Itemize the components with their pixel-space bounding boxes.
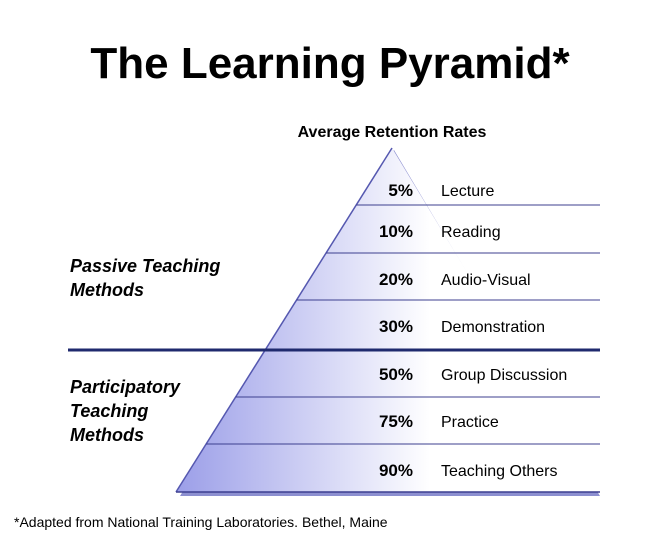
teaching-method-label: Audio-Visual [441, 272, 531, 289]
retention-percent: 10% [379, 222, 413, 241]
retention-percent: 90% [379, 461, 413, 480]
retention-percent: 20% [379, 270, 413, 289]
teaching-method-label: Demonstration [441, 319, 545, 336]
pyramid-left-edge [175, 147, 393, 493]
footnote: *Adapted from National Training Laborato… [14, 514, 388, 530]
teaching-method-label: Practice [441, 414, 499, 431]
retention-percent: 30% [379, 317, 413, 336]
teaching-method-label: Reading [441, 224, 501, 241]
teaching-method-label: Lecture [441, 183, 494, 200]
retention-rates-heading: Average Retention Rates [297, 124, 487, 141]
retention-percent: 5% [388, 181, 413, 200]
retention-percent: 75% [379, 412, 413, 431]
retention-percent: 50% [379, 365, 413, 384]
participatory-methods-label: Participatory Teaching Methods [70, 377, 181, 445]
passive-methods-label: Passive Teaching Methods [70, 256, 221, 300]
page-title: The Learning Pyramid* [90, 39, 570, 88]
teaching-method-label: Teaching Others [441, 463, 558, 480]
teaching-method-label: Group Discussion [441, 367, 567, 384]
pyramid-body [176, 148, 600, 492]
